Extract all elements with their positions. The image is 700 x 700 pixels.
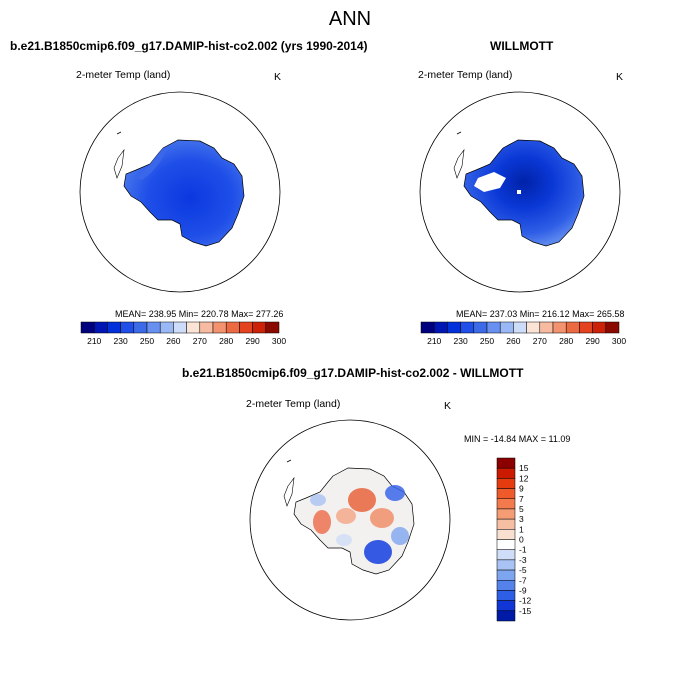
right-colorbar-tick-label: 230 [454,336,468,346]
right-panel-title: WILLMOTT [490,39,554,53]
diff-colorbar-tick-label: 12 [519,473,529,483]
right-colorbar-tick-label: 270 [533,336,547,346]
left-colorbar-swatch [212,321,227,334]
right-stats-text: MEAN= 237.03 Min= 216.12 Max= 265.58 [456,309,625,319]
right-colorbar-tick-label: 260 [506,336,520,346]
left-units-label: K [274,71,282,83]
right-colorbar-swatch [447,321,461,334]
right-colorbar-tick-label: 210 [427,336,441,346]
diff-colorbar-tick-label: -1 [519,545,527,555]
left-colorbar-swatch [159,321,174,334]
diff-colorbar-tick-label: 15 [519,463,529,473]
diff-colorbar-swatch [496,467,516,479]
left-colorbar: 210 230 250 260 270 280 290 300 [80,321,286,346]
left-colorbar-swatch [186,321,201,334]
diff-variable-label: 2-meter Temp (land) [246,398,341,410]
right-colorbar-swatch [579,321,593,334]
diff-colorbar-tick-label: 0 [519,535,524,545]
left-colorbar-swatch [80,321,95,334]
left-colorbar-tick-label: 280 [219,336,233,346]
right-variable-label: 2-meter Temp (land) [418,69,513,81]
left-colorbar-tick-label: 250 [140,336,154,346]
diff-colorbar-tick-label: 7 [519,494,524,504]
left-colorbar-swatch [239,321,253,334]
diff-colorbar-swatch [496,590,516,601]
diff-colorbar-swatch [496,580,516,591]
diff-colorbar-tick-label: 1 [519,524,524,534]
right-antarctica-field [463,139,585,247]
right-colorbar-swatch [539,321,554,334]
left-colorbar-tick-label: 210 [87,336,101,346]
right-colorbar-tick-label: 280 [559,336,573,346]
right-colorbar-swatch [486,321,501,334]
right-map [419,91,621,293]
diff-colorbar-tick-label: -9 [519,585,527,595]
left-colorbar-swatch [265,321,280,334]
right-colorbar-swatch [513,321,527,334]
diff-colorbar-tick-label: 3 [519,514,524,524]
diff-colorbar-swatch [496,539,516,550]
diff-map [249,419,451,621]
left-stats-text: MEAN= 238.95 Min= 220.78 Max= 277.26 [115,309,284,319]
right-colorbar-swatch [473,321,488,334]
right-colorbar-swatch [433,321,448,334]
left-colorbar-swatch [199,321,214,334]
diff-colorbar-tick-label: -5 [519,565,527,575]
left-colorbar-swatch [173,321,187,334]
diff-colorbar-swatch [496,478,516,489]
left-colorbar-swatch [107,321,121,334]
left-map [79,91,281,293]
left-colorbar-tick-label: 260 [166,336,180,346]
diff-colorbar-swatch [496,488,516,499]
right-colorbar-swatch [420,321,435,334]
diff-colorbar-swatch [496,498,516,510]
diff-panel-title: b.e21.B1850cmip6.f09_g17.DAMIP-hist-co2.… [182,366,524,380]
right-colorbar-swatch [460,321,475,334]
diff-colorbar-swatch [496,549,516,561]
diff-colorbar-tick-label: -12 [519,596,532,606]
diff-colorbar-tick-label: -7 [519,575,527,585]
left-colorbar-swatch [146,321,161,334]
diff-colorbar-swatch [496,508,516,520]
left-colorbar-tick-label: 230 [114,336,128,346]
page-title: ANN [328,8,372,30]
right-colorbar: 210 230 250 260 270 280 290 300 [420,321,626,346]
right-units-label: K [616,71,624,83]
right-colorbar-swatch [499,321,514,334]
diff-colorbar-swatch [496,600,516,612]
right-colorbar-swatch [565,321,580,334]
left-colorbar-swatch [120,321,135,334]
diff-colorbar-swatch [496,569,516,581]
right-colorbar-tick-label: 300 [612,336,626,346]
diff-colorbar-tick-label: -15 [519,606,532,616]
left-colorbar-swatch [252,321,267,334]
diff-colorbar-swatch [496,518,516,530]
diff-colorbar-tick-label: 5 [519,504,524,514]
diff-colorbar-swatch [496,610,516,622]
right-colorbar-swatch [526,321,541,334]
left-colorbar-swatch [133,321,148,334]
right-colorbar-swatch [592,321,607,334]
diff-colorbar-swatch [496,457,516,469]
right-colorbar-tick-label: 250 [480,336,494,346]
left-colorbar-tick-label: 290 [246,336,260,346]
diff-colorbar-swatch [496,559,516,571]
right-colorbar-tick-label: 290 [586,336,600,346]
diff-colorbar-tick-label: -3 [519,555,527,565]
diff-colorbar-swatch [496,529,516,540]
left-colorbar-tick-label: 270 [193,336,207,346]
right-colorbar-swatch [552,321,567,334]
diff-stats-text: MIN = -14.84 MAX = 11.09 [464,434,571,444]
left-colorbar-tick-label: 300 [272,336,286,346]
right-colorbar-swatch [605,321,620,334]
diff-units-label: K [444,400,452,412]
diff-colorbar-tick-label: 9 [519,484,524,494]
left-panel-title: b.e21.B1850cmip6.f09_g17.DAMIP-hist-co2.… [10,39,368,53]
left-variable-label: 2-meter Temp (land) [76,69,171,81]
left-colorbar-swatch [93,321,108,334]
left-colorbar-swatch [225,321,240,334]
